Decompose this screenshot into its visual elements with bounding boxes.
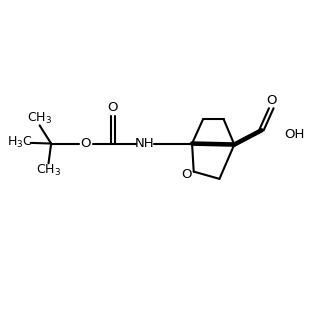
Text: OH: OH [284, 128, 304, 141]
Text: O: O [81, 137, 91, 150]
Text: O: O [181, 168, 192, 181]
Text: O: O [108, 101, 118, 115]
Text: NH: NH [134, 137, 154, 150]
Text: H$_3$C: H$_3$C [7, 135, 32, 150]
Text: CH$_3$: CH$_3$ [36, 163, 61, 178]
Text: CH$_3$: CH$_3$ [27, 111, 52, 126]
Text: O: O [266, 94, 277, 107]
